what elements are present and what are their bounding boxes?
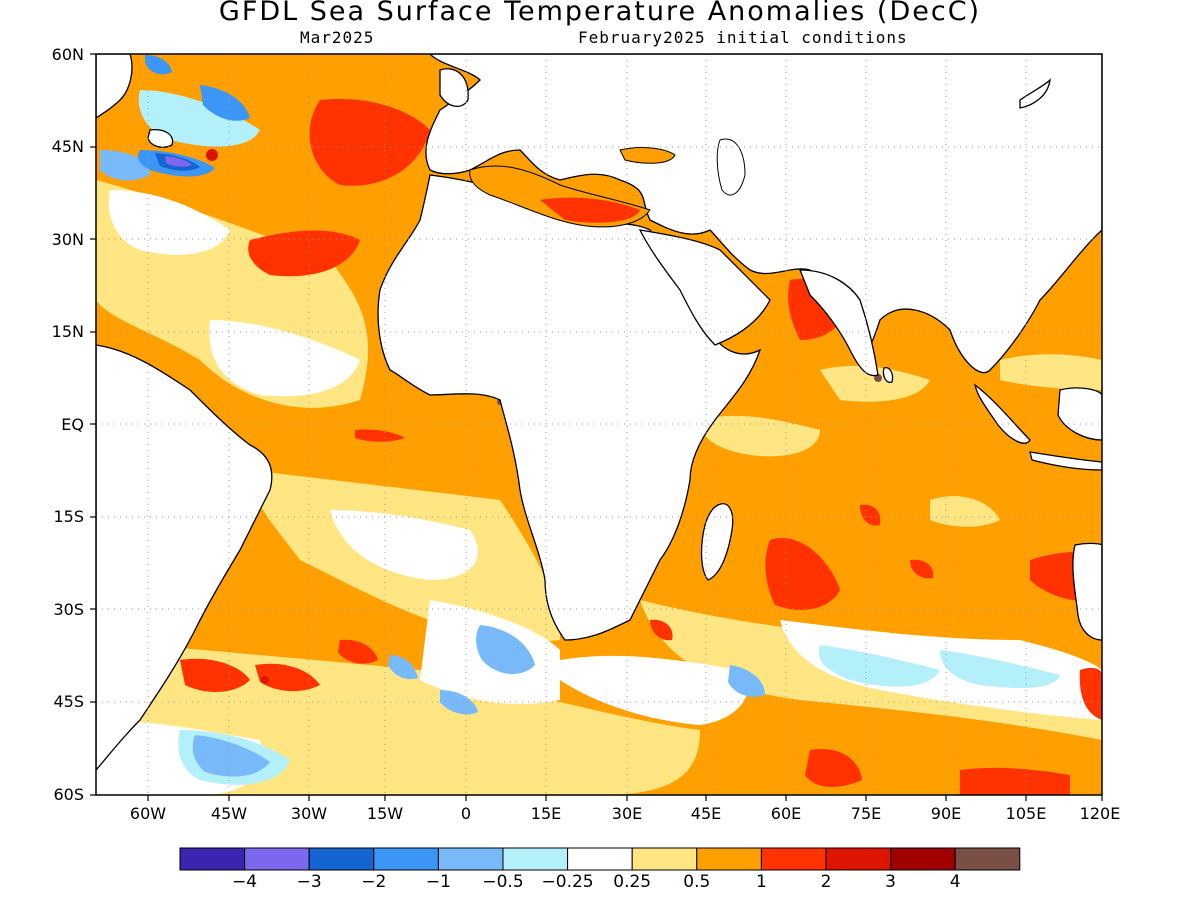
lat-label-30s: 30S (53, 600, 84, 619)
colorbar (179, 847, 1021, 871)
lon-label-60e: 60E (770, 804, 802, 823)
axis-ticks (90, 53, 1103, 801)
colorbar-swatch-5 (502, 847, 569, 871)
lon-label-0: 0 (460, 804, 472, 823)
colorbar-swatch-7 (631, 847, 698, 871)
lon-label-105e: 105E (1005, 804, 1047, 823)
land-masses (96, 54, 1102, 771)
lon-label-45e: 45E (690, 804, 722, 823)
colorbar-swatch-6 (567, 847, 633, 871)
cool-anomaly-regions (100, 55, 1060, 785)
chart-title: GFDL Sea Surface Temperature Anomalies (… (218, 0, 982, 27)
colorbar-swatch-2 (308, 847, 375, 871)
colorbar-label-0: −4 (232, 872, 258, 892)
colorbar-swatch-11 (890, 847, 956, 871)
map-plot-area (96, 54, 1102, 795)
colorbar-swatch-8 (696, 847, 762, 871)
indonesia-java (1029, 451, 1102, 471)
near-zero-regions (96, 190, 1102, 795)
valid-month-label: Mar2025 (300, 28, 375, 47)
colorbar-label-3: −1 (425, 872, 451, 892)
colorbar-label-6: 0.25 (613, 872, 652, 892)
lat-label-60n: 60N (51, 45, 84, 64)
india-subcontinent (799, 269, 879, 377)
colorbar-label-2: −2 (361, 872, 387, 892)
japan (1019, 78, 1051, 109)
lat-label-15s: 15S (53, 507, 84, 526)
init-conditions-label: February2025 initial conditions (578, 28, 908, 47)
colorbar-label-5: −0.25 (541, 872, 594, 892)
newfoundland (147, 129, 174, 148)
eurasia-landmass (425, 54, 1102, 374)
mediterranean-strong-warm (540, 197, 640, 223)
australia (1072, 542, 1102, 641)
sri-lanka (882, 367, 894, 383)
lon-label-15w: 15W (366, 804, 404, 823)
colorbar-label-1: −3 (296, 872, 322, 892)
lat-label-45n: 45N (51, 137, 84, 156)
very-strong-warm-spots (206, 149, 269, 684)
caspian-sea (716, 138, 746, 196)
colorbar-label-11: 4 (949, 872, 961, 892)
lat-label-45s: 45S (53, 692, 84, 711)
colorbar-swatch-9 (760, 847, 827, 871)
colorbar-label-9: 2 (820, 872, 832, 892)
lat-label-60s: 60S (53, 785, 84, 804)
lon-label-60w: 60W (129, 804, 167, 823)
lat-label-15n: 15N (51, 322, 84, 341)
colorbar-swatch-12 (954, 847, 1021, 871)
south-america (96, 344, 273, 771)
colorbar-swatch-10 (825, 847, 892, 871)
colorbar-swatch-1 (244, 847, 310, 871)
colorbar-swatch-3 (373, 847, 439, 871)
arabian-peninsula (638, 229, 771, 346)
lon-label-75e: 75E (850, 804, 882, 823)
lon-label-120e: 120E (1079, 804, 1121, 823)
lon-label-45w: 45W (210, 804, 248, 823)
colorbar-swatch-4 (437, 847, 504, 871)
black-sea (619, 147, 676, 164)
lon-label-90e: 90E (930, 804, 962, 823)
british-isles (439, 68, 469, 107)
strong-warm-regions (180, 99, 1102, 795)
lon-label-30e: 30E (611, 804, 643, 823)
lat-label-30n: 30N (51, 230, 84, 249)
indonesia-sumatra (973, 383, 1031, 444)
madagascar (700, 503, 734, 581)
colorbar-label-7: 0.5 (683, 872, 711, 892)
lon-label-30w: 30W (290, 804, 328, 823)
colorbar-swatch-0 (179, 847, 246, 871)
borneo (1057, 387, 1102, 441)
lon-label-15e: 15E (530, 804, 562, 823)
colorbar-label-10: 3 (885, 872, 896, 892)
lat-label-eq: EQ (61, 415, 84, 434)
colorbar-label-4: −0.5 (482, 872, 524, 892)
colorbar-label-8: 1 (755, 872, 767, 892)
north-america (96, 54, 133, 119)
